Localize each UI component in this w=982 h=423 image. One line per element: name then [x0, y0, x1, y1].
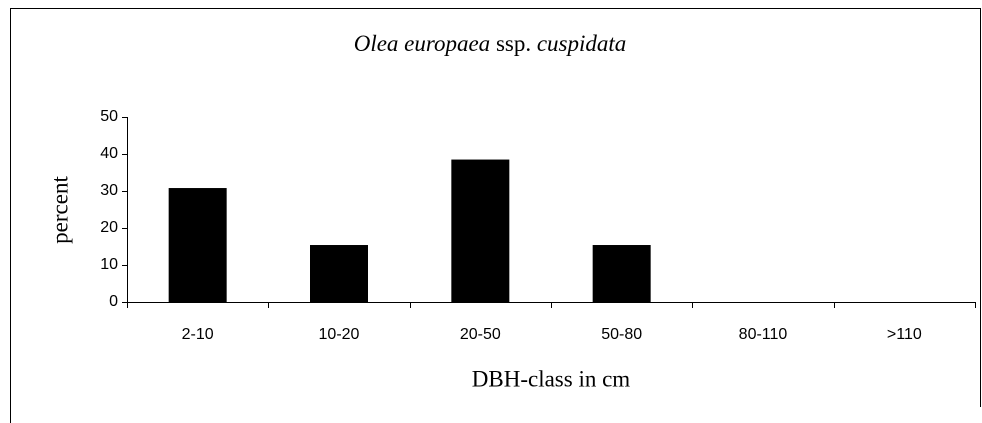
y-tick-label: 10 [100, 256, 118, 273]
x-tick-label: 2-10 [182, 326, 214, 343]
title-part: cuspidata [537, 31, 626, 56]
x-tick-label: >110 [887, 326, 922, 343]
x-tick-label: 20-50 [460, 326, 501, 343]
y-tick-label: 0 [109, 293, 118, 310]
y-tick-label: 30 [100, 182, 118, 199]
chart-title: Olea europaea ssp. cuspidata [354, 31, 627, 56]
bar [310, 245, 368, 302]
x-tick-label: 10-20 [319, 326, 360, 343]
y-tick-label: 20 [100, 219, 118, 236]
title-part: ssp. [496, 31, 531, 56]
y-tick-label: 50 [100, 108, 118, 125]
x-axis-label: DBH-class in cm [472, 366, 631, 391]
x-tick-label: 50-80 [601, 326, 642, 343]
bar [451, 159, 510, 302]
bar [168, 188, 227, 302]
title-part: Olea europaea [354, 31, 490, 56]
bar [592, 245, 651, 302]
y-tick-label: 40 [100, 145, 118, 162]
x-tick-label: 80-110 [739, 326, 788, 343]
y-axis-label: percent [47, 176, 72, 244]
